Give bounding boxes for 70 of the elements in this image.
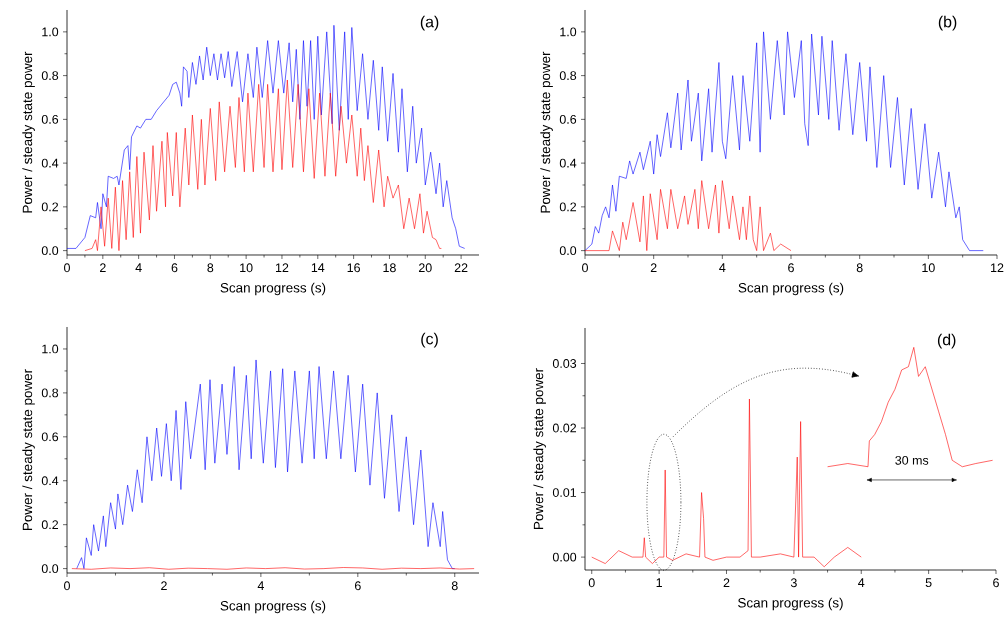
y-tick-label: 0.03 <box>552 359 577 368</box>
x-tick-label: 16 <box>347 263 360 273</box>
x-tick-label: 6 <box>171 263 178 273</box>
x-axis-title: Scan progress (s) <box>220 600 326 614</box>
y-tick-label: 0.4 <box>41 158 59 168</box>
y-tick-label: 0.0 <box>559 246 577 256</box>
y-tick-label: 0.8 <box>41 388 59 398</box>
x-axis-title: Scan progress (s) <box>220 282 326 296</box>
x-tick-label: 4 <box>257 581 264 590</box>
y-tick-label: 0.8 <box>559 71 577 81</box>
y-tick-label: 0.8 <box>41 71 59 81</box>
chart-title: (d) <box>937 333 956 349</box>
x-tick-label: 4 <box>135 263 142 272</box>
y-tick-label: 0.02 <box>552 423 577 433</box>
x-tick-label: 2 <box>99 263 106 273</box>
x-tick-label: 5 <box>925 578 932 588</box>
x-tick-label: 10 <box>240 263 253 273</box>
y-tick-label: 1.0 <box>42 27 59 37</box>
y-tick-label: 0.01 <box>552 488 577 497</box>
y-tick-label: 0.6 <box>559 114 577 124</box>
x-tick-label: 6 <box>788 263 794 273</box>
y-tick-label: 0.0 <box>41 246 59 256</box>
y-tick-label: 0.2 <box>41 520 59 530</box>
x-tick-label: 14 <box>311 263 325 272</box>
y-tick-label: 0.4 <box>559 158 577 168</box>
y-tick-label: 0.00 <box>552 552 577 562</box>
y-tick-label: 0.6 <box>41 432 59 442</box>
x-tick-label: 10 <box>922 263 935 273</box>
y-tick-label: 0.2 <box>559 202 577 212</box>
y-axis-title: Power / steady state power <box>533 368 546 529</box>
line-series <box>84 79 442 251</box>
line-series <box>591 398 862 568</box>
y-tick-label: 0.6 <box>41 114 59 124</box>
x-tick-label: 3 <box>790 578 797 588</box>
x-tick-label: 0 <box>588 578 595 588</box>
x-tick-label: 2 <box>723 578 730 588</box>
y-axis-title: Power / steady state power <box>540 51 553 213</box>
y-axis-title: Power / steady state power <box>22 51 35 213</box>
x-tick-label: 1 <box>656 578 662 587</box>
line-series <box>584 31 984 251</box>
chart-title: (a) <box>420 15 439 31</box>
y-tick-label: 1.0 <box>42 344 59 354</box>
x-tick-label: 4 <box>719 263 726 272</box>
x-tick-label: 12 <box>275 263 289 273</box>
y-tick-label: 0.2 <box>41 202 59 212</box>
x-tick-label: 6 <box>354 581 361 591</box>
x-tick-label: 0 <box>64 263 70 273</box>
x-axis-title: Scan progress (s) <box>738 597 843 611</box>
y-tick-label: 1.0 <box>560 27 577 37</box>
x-tick-label: 0 <box>582 263 588 273</box>
line-series <box>584 180 792 251</box>
x-tick-label: 12 <box>991 263 1004 273</box>
x-tick-label: 22 <box>454 263 468 273</box>
x-tick-label: 6 <box>993 578 999 588</box>
x-tick-label: 2 <box>161 581 167 591</box>
x-tick-label: 4 <box>858 578 865 587</box>
x-tick-label: 0 <box>64 581 70 591</box>
x-tick-label: 8 <box>451 581 458 591</box>
x-axis-title: Scan progress (s) <box>738 282 844 296</box>
x-tick-label: 2 <box>650 263 657 273</box>
x-tick-label: 18 <box>383 263 396 273</box>
x-tick-label: 20 <box>418 263 432 273</box>
chart-title: (b) <box>938 15 957 31</box>
y-axis-title: Power / steady state power <box>22 369 35 530</box>
x-tick-label: 8 <box>856 263 863 273</box>
chart-title: (c) <box>421 332 438 348</box>
y-tick-label: 0.0 <box>41 564 59 574</box>
x-tick-label: 8 <box>207 263 214 273</box>
y-tick-label: 0.4 <box>41 476 59 486</box>
annotation: 30 ms <box>895 455 929 465</box>
